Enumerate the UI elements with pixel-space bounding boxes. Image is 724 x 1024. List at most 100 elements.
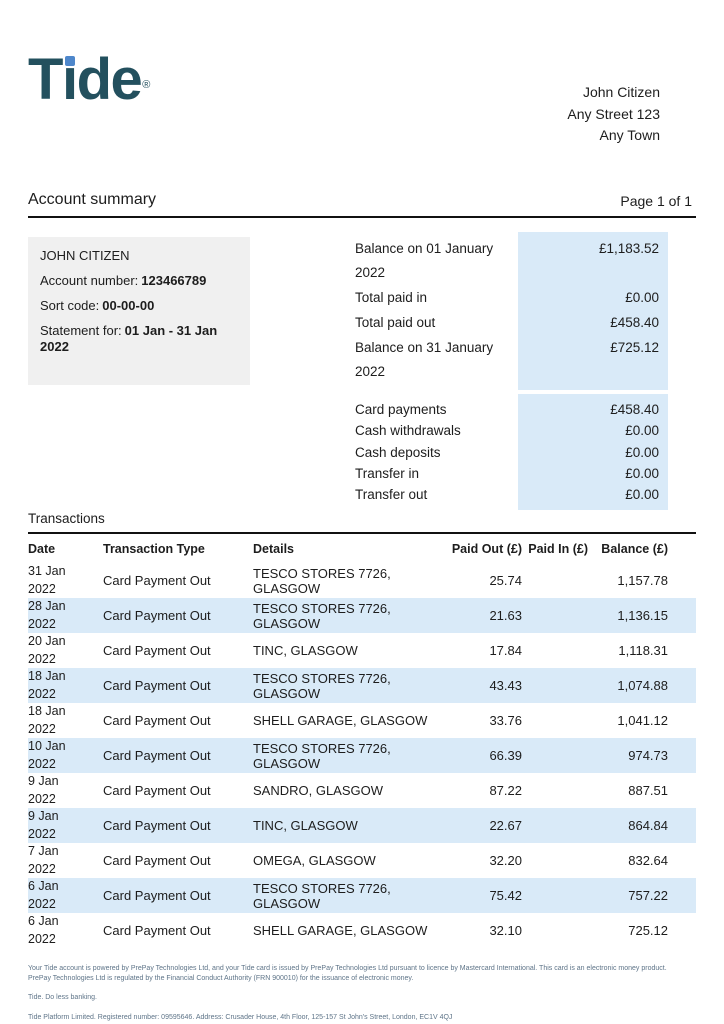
summary-section: JOHN CITIZEN Account number: 123466789 So… bbox=[28, 231, 696, 391]
tx-balance: 832.64 bbox=[628, 853, 668, 869]
summary-label: Balance on 01 January 2022 bbox=[355, 240, 494, 281]
tx-balance: 1,136.15 bbox=[617, 608, 668, 624]
tx-date-line2: 2022 bbox=[28, 861, 56, 876]
header-top-row: Tı de® John Citizen Any Street 123 Any To… bbox=[28, 0, 696, 147]
tx-details: TESCO STORES 7726, GLASGOW bbox=[253, 600, 391, 631]
transaction-row: 7 Jan 2022 Card Payment Out OMEGA, GLASGO… bbox=[28, 843, 696, 878]
tx-type: Card Payment Out bbox=[103, 818, 211, 834]
tx-date-line2: 2022 bbox=[28, 616, 56, 631]
summary-label: Total paid out bbox=[355, 314, 436, 330]
tx-date: 7 Jan 2022 bbox=[28, 843, 103, 878]
transactions-table: Date Transaction Type Details Paid Out (… bbox=[28, 532, 696, 948]
tx-date-line2: 2022 bbox=[28, 581, 56, 596]
col-header-paid-out: Paid Out (£) bbox=[451, 542, 522, 557]
tx-type: Card Payment Out bbox=[103, 783, 211, 799]
tx-date-line1: 7 Jan bbox=[28, 844, 59, 859]
summary-value: £0.00 bbox=[625, 465, 659, 481]
transaction-row: 18 Jan 2022 Card Payment Out TESCO STORES… bbox=[28, 668, 696, 704]
tx-date-line1: 20 Jan bbox=[28, 634, 66, 649]
summary-label: Balance on 31 January 2022 bbox=[355, 339, 494, 380]
transaction-row: 18 Jan 2022 Card Payment Out SHELL GARAGE… bbox=[28, 703, 696, 738]
tx-type: Card Payment Out bbox=[103, 888, 211, 904]
statement-period-value: 01 Jan - 31 Jan 2022 bbox=[40, 322, 218, 354]
tx-date-line1: 18 Jan bbox=[28, 669, 66, 684]
sort-code-row: Sort code: 00-00-00 bbox=[40, 298, 238, 314]
tx-date: 31 Jan 2022 bbox=[28, 563, 103, 598]
tx-date: 6 Jan 2022 bbox=[28, 878, 103, 913]
tx-date: 28 Jan 2022 bbox=[28, 598, 103, 633]
tx-details: SHELL GARAGE, GLASGOW bbox=[253, 713, 428, 729]
transaction-row: 28 Jan 2022 Card Payment Out TESCO STORES… bbox=[28, 598, 696, 634]
transaction-row: 10 Jan 2022 Card Payment Out TESCO STORES… bbox=[28, 738, 696, 774]
tx-paid-out: 32.10 bbox=[489, 923, 522, 939]
tx-date-line2: 2022 bbox=[28, 651, 56, 666]
transaction-row: 6 Jan 2022 Card Payment Out TESCO STORES … bbox=[28, 878, 696, 914]
tx-paid-out: 75.42 bbox=[489, 888, 522, 904]
tx-balance: 974.73 bbox=[628, 748, 668, 764]
summary-label: Cash deposits bbox=[355, 444, 441, 460]
summary-row: Transfer out £0.00 bbox=[355, 484, 668, 505]
summary-row: Balance on 01 January 2022 £1,183.52 bbox=[355, 237, 668, 287]
tx-type: Card Payment Out bbox=[103, 923, 211, 939]
tx-date-line2: 2022 bbox=[28, 756, 56, 771]
tx-balance: 1,118.31 bbox=[618, 643, 668, 659]
tx-details: TINC, GLASGOW bbox=[253, 818, 358, 834]
transaction-row: 9 Jan 2022 Card Payment Out TINC, GLASGOW… bbox=[28, 808, 696, 844]
recipient-street: Any Street 123 bbox=[567, 105, 660, 122]
recipient-address: John Citizen Any Street 123 Any Town bbox=[567, 52, 660, 147]
col-header-type: Transaction Type bbox=[103, 542, 205, 557]
statement-footer: Your Tide account is powered by PrePay T… bbox=[28, 964, 696, 1022]
tx-paid-in bbox=[522, 843, 588, 878]
tx-paid-in bbox=[522, 633, 588, 668]
tx-paid-in bbox=[522, 913, 588, 948]
tx-date: 10 Jan 2022 bbox=[28, 738, 103, 773]
logo-text-t: T bbox=[28, 47, 63, 112]
summary-row: Card payments £458.40 bbox=[355, 399, 668, 420]
col-header-paid-in: Paid In (£) bbox=[528, 542, 588, 557]
tx-date: 18 Jan 2022 bbox=[28, 668, 103, 703]
tx-date-line2: 2022 bbox=[28, 826, 56, 841]
summary-row: Total paid in £0.00 bbox=[355, 286, 668, 311]
summary-label: Transfer in bbox=[355, 465, 420, 481]
summary-row: Cash withdrawals £0.00 bbox=[355, 420, 668, 441]
tx-date: 9 Jan 2022 bbox=[28, 773, 103, 808]
tx-paid-out: 33.76 bbox=[489, 713, 522, 729]
tx-date-line2: 2022 bbox=[28, 896, 56, 911]
tx-balance: 1,074.88 bbox=[617, 678, 668, 694]
account-number-label: Account number: bbox=[40, 272, 139, 288]
summary-row: Transfer in £0.00 bbox=[355, 463, 668, 484]
tx-paid-out: 87.22 bbox=[489, 783, 522, 799]
tx-paid-out: 43.43 bbox=[489, 678, 522, 694]
summary-value: £458.40 bbox=[610, 314, 659, 330]
tx-details: TESCO STORES 7726, GLASGOW bbox=[253, 880, 391, 911]
tx-date-line2: 2022 bbox=[28, 721, 56, 736]
tx-paid-out: 21.63 bbox=[489, 608, 522, 624]
tx-type: Card Payment Out bbox=[103, 608, 211, 624]
tx-date-line1: 31 Jan bbox=[28, 564, 66, 579]
tx-type: Card Payment Out bbox=[103, 853, 211, 869]
summary-label: Cash withdrawals bbox=[355, 423, 461, 439]
tx-balance: 1,041.12 bbox=[617, 713, 668, 729]
summary-value: £458.40 bbox=[610, 402, 659, 418]
tx-balance: 887.51 bbox=[628, 783, 668, 799]
tx-details: OMEGA, GLASGOW bbox=[253, 853, 376, 869]
col-header-details: Details bbox=[253, 542, 294, 557]
tx-details: SHELL GARAGE, GLASGOW bbox=[253, 923, 428, 939]
page-number: Page 1 of 1 bbox=[620, 192, 692, 209]
tx-type: Card Payment Out bbox=[103, 713, 211, 729]
account-holder-name: JOHN CITIZEN bbox=[40, 247, 130, 263]
summary-value: £0.00 bbox=[625, 290, 659, 306]
recipient-name: John Citizen bbox=[582, 84, 660, 100]
tx-paid-in bbox=[522, 808, 588, 843]
transaction-row: 31 Jan 2022 Card Payment Out TESCO STORES… bbox=[28, 563, 696, 598]
tx-paid-out: 66.39 bbox=[489, 748, 522, 764]
recipient-town: Any Town bbox=[599, 127, 660, 143]
tx-type: Card Payment Out bbox=[103, 678, 211, 694]
tx-balance: 725.12 bbox=[628, 923, 668, 939]
transaction-row: 6 Jan 2022 Card Payment Out SHELL GARAGE,… bbox=[28, 913, 696, 948]
summary-value: £725.12 bbox=[610, 339, 659, 355]
tide-logo: Tı de® bbox=[28, 51, 150, 109]
summary-label: Transfer out bbox=[355, 487, 428, 503]
balance-summary-panel: Balance on 01 January 2022 £1,183.52 Tot… bbox=[355, 231, 668, 391]
page-title: Account summary bbox=[28, 190, 157, 208]
